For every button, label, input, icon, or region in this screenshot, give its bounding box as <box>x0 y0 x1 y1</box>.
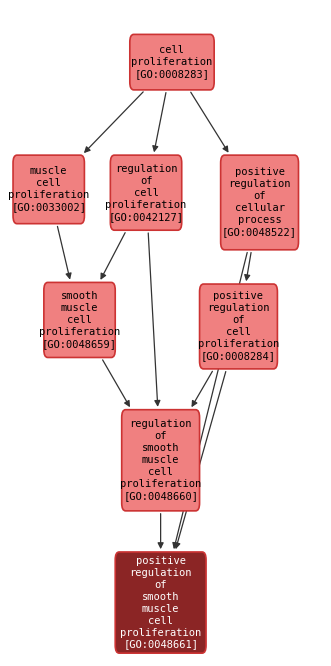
FancyBboxPatch shape <box>221 155 299 250</box>
FancyBboxPatch shape <box>13 155 84 224</box>
Text: positive
regulation
of
smooth
muscle
cell
proliferation
[GO:0048661]: positive regulation of smooth muscle cel… <box>120 555 201 649</box>
Text: regulation
of
smooth
muscle
cell
proliferation
[GO:0048660]: regulation of smooth muscle cell prolife… <box>120 420 201 501</box>
FancyBboxPatch shape <box>200 284 277 369</box>
FancyBboxPatch shape <box>115 552 206 653</box>
Text: cell
proliferation
[GO:0008283]: cell proliferation [GO:0008283] <box>131 45 213 79</box>
Text: smooth
muscle
cell
proliferation
[GO:0048659]: smooth muscle cell proliferation [GO:004… <box>39 291 120 349</box>
Text: muscle
cell
proliferation
[GO:0033002]: muscle cell proliferation [GO:0033002] <box>8 166 89 212</box>
FancyBboxPatch shape <box>110 155 182 230</box>
Text: regulation
of
cell
proliferation
[GO:0042127]: regulation of cell proliferation [GO:004… <box>105 164 187 222</box>
FancyBboxPatch shape <box>130 35 214 90</box>
Text: positive
regulation
of
cellular
process
[GO:0048522]: positive regulation of cellular process … <box>222 167 297 238</box>
FancyBboxPatch shape <box>44 282 115 358</box>
FancyBboxPatch shape <box>122 410 200 511</box>
Text: positive
regulation
of
cell
proliferation
[GO:0008284]: positive regulation of cell proliferatio… <box>198 292 279 362</box>
